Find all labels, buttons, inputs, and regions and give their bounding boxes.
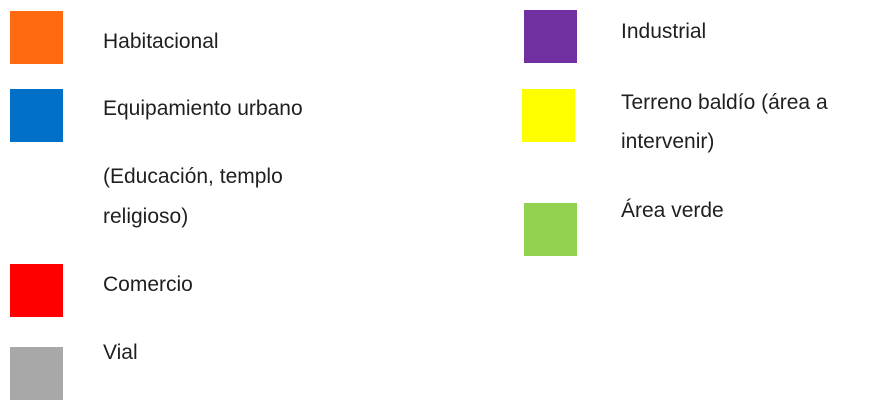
terreno-baldio-swatch <box>522 89 575 142</box>
equipamiento-urbano-note-line1: (Educación, templo <box>103 165 283 188</box>
industrial-swatch <box>524 10 577 63</box>
vial-swatch <box>10 347 63 400</box>
equipamiento-urbano-label: Equipamiento urbano <box>103 97 303 120</box>
equipamiento-urbano-note-line2: religioso) <box>103 205 189 228</box>
terreno-baldio-label-line1: Terreno baldío (área a <box>621 91 828 114</box>
industrial-label: Industrial <box>621 20 707 43</box>
area-verde-swatch <box>524 203 577 256</box>
habitacional-label: Habitacional <box>103 30 219 53</box>
comercio-label: Comercio <box>103 273 193 296</box>
area-verde-label: Área verde <box>621 199 724 222</box>
equipamiento-urbano-swatch <box>10 89 63 142</box>
comercio-swatch <box>10 264 63 317</box>
vial-label: Vial <box>103 341 138 364</box>
habitacional-swatch <box>10 11 63 64</box>
terreno-baldio-label-line2: intervenir) <box>621 130 715 153</box>
